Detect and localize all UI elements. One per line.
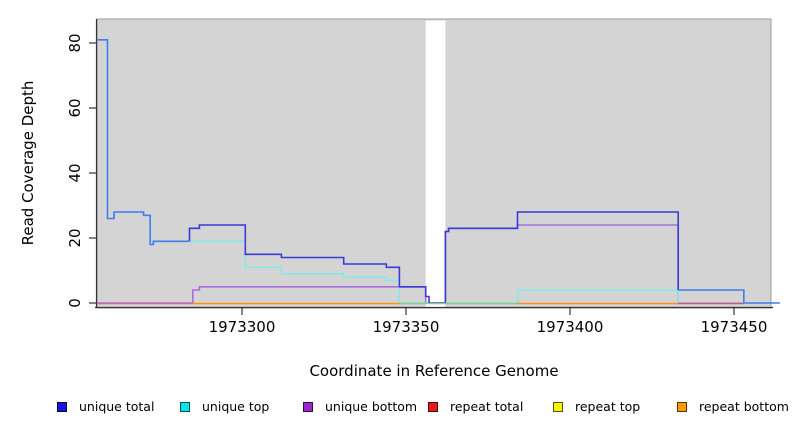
series-line-unique-top	[150, 240, 744, 304]
y-tick-label: 40	[66, 163, 84, 182]
legend-swatch-icon	[553, 401, 563, 412]
legend-label: unique top	[202, 399, 270, 414]
legend-swatch-icon	[57, 401, 67, 412]
y-tick-label: 80	[66, 33, 84, 52]
legend-item-repeat-total: repeat total	[428, 399, 523, 414]
legend-item-repeat-top: repeat top	[553, 399, 640, 414]
legend-swatch-icon	[303, 401, 313, 412]
series-line-unique-total-left	[97, 39, 190, 246]
series-line-unique-total-mid	[188, 211, 679, 304]
x-tick-label: 1973300	[209, 318, 276, 336]
legend-label: repeat top	[575, 399, 641, 414]
legend-swatch-icon	[428, 401, 438, 412]
legend-label: unique bottom	[325, 399, 418, 414]
legend-item-unique-top: unique top	[180, 399, 269, 414]
legend-swatch-icon	[677, 401, 687, 412]
legend-item-unique-bottom: unique bottom	[303, 399, 417, 414]
x-tick-label: 1973450	[701, 318, 768, 336]
x-axis-label: Coordinate in Reference Genome	[309, 362, 558, 380]
y-tick-label: 60	[66, 98, 84, 117]
series-line-unique-total-right	[678, 289, 780, 304]
x-tick-label: 1973350	[373, 318, 440, 336]
legend: unique total unique top unique bottom repea…	[0, 399, 792, 421]
legend-label: repeat total	[450, 399, 524, 414]
legend-swatch-icon	[180, 401, 190, 412]
y-tick-label: 20	[66, 228, 84, 247]
y-axis-label: Read Coverage Depth	[19, 81, 37, 246]
legend-label: repeat bottom	[699, 399, 789, 414]
legend-item-repeat-bottom: repeat bottom	[677, 399, 789, 414]
coverage-gap-band	[425, 20, 446, 308]
x-tick-label: 1973400	[537, 318, 604, 336]
legend-label: unique total	[79, 399, 155, 414]
y-tick-label: 0	[66, 298, 84, 308]
plot-layer: 1973300 1973350 1973400 1973450 0 20 40 60 80	[66, 18, 780, 336]
legend-item-unique-total: unique total	[57, 399, 154, 414]
